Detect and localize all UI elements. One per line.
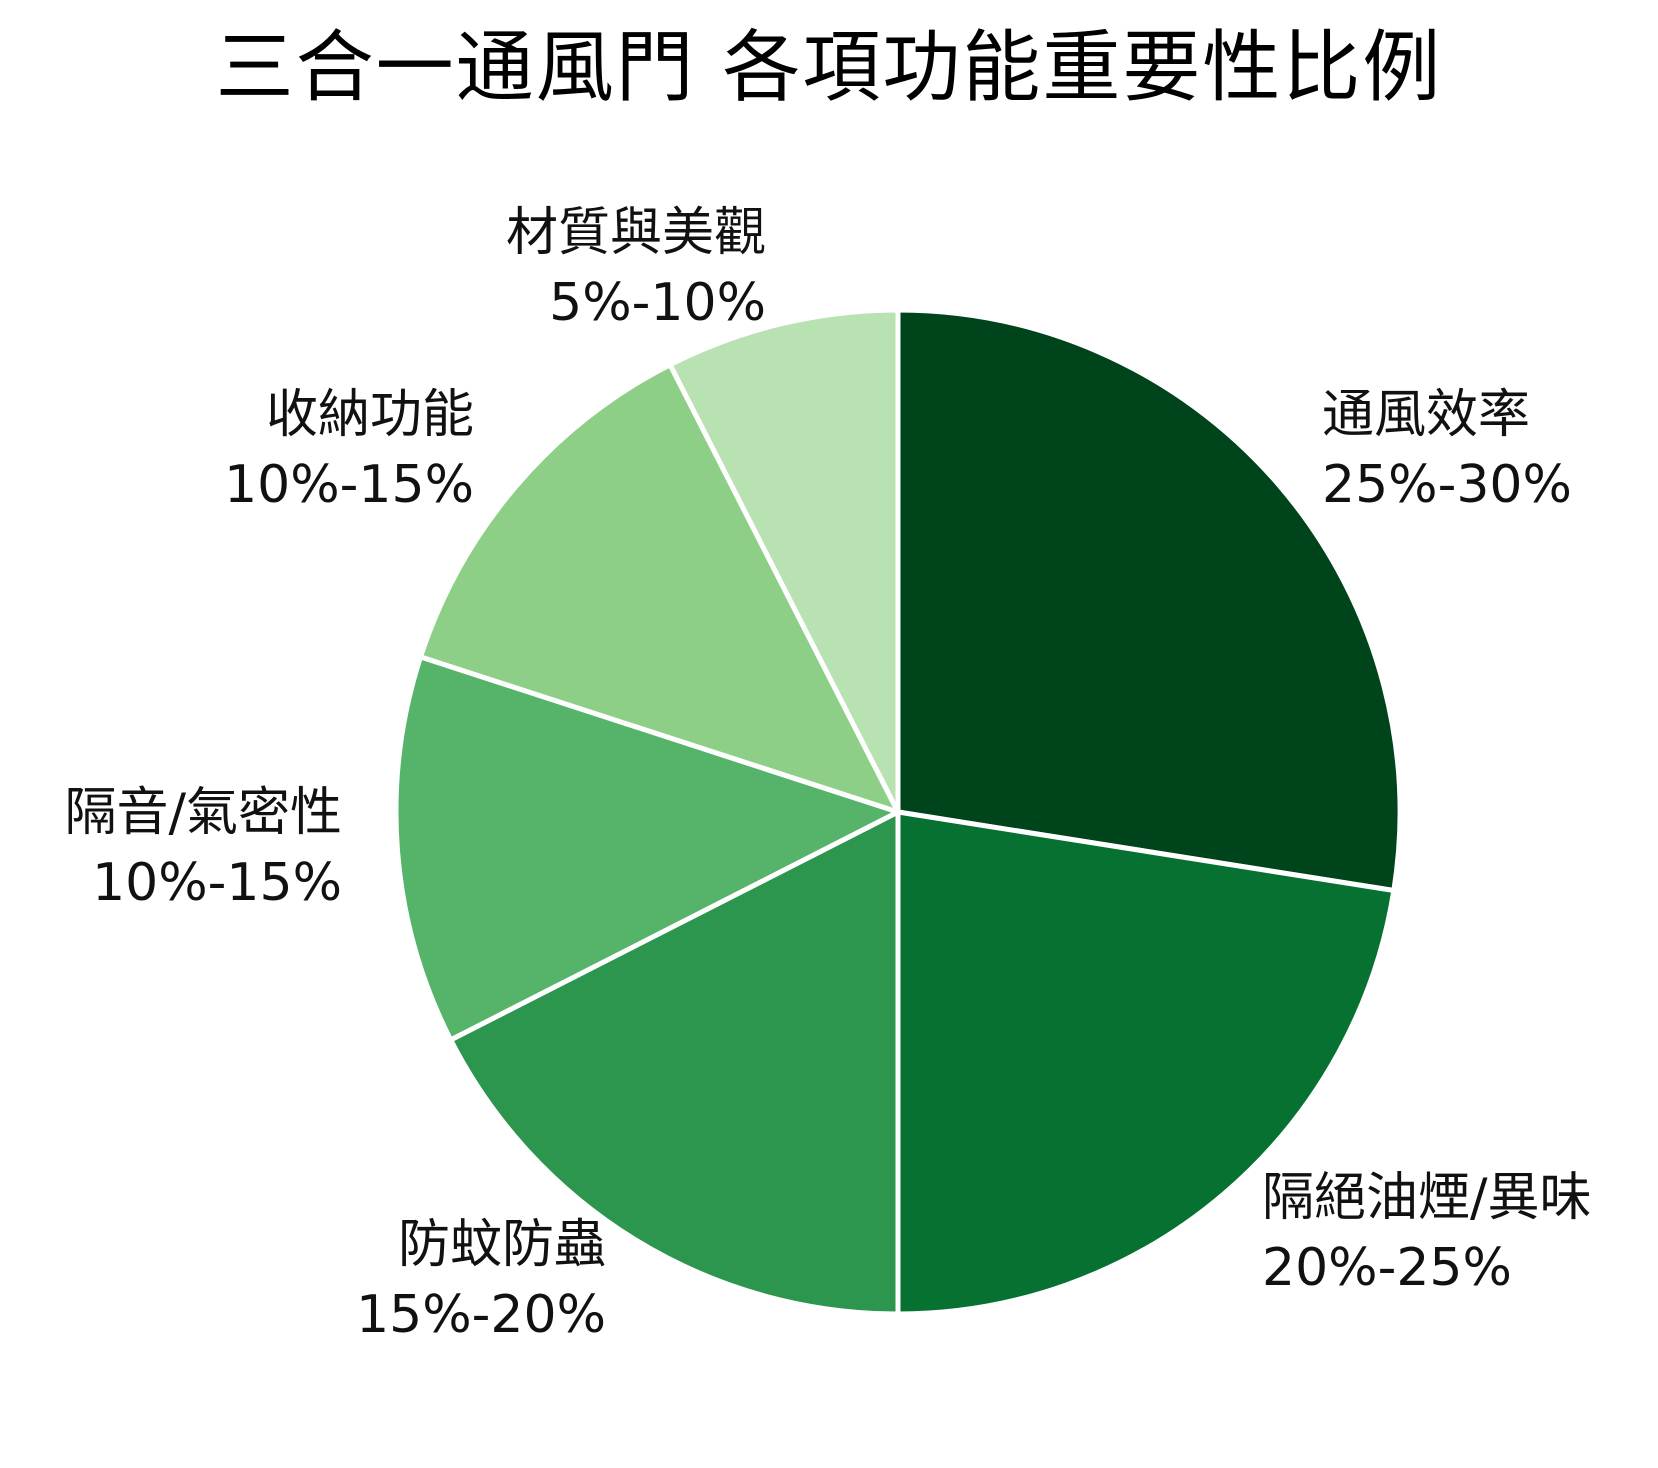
slice-name-label: 材質與美觀 — [506, 203, 766, 263]
pie-slice — [393, 654, 901, 1043]
slice-name-label: 隔絕油煙/異味 — [1262, 1168, 1592, 1228]
slice-name-label: 防蚊防蟲 — [398, 1215, 606, 1275]
pie-labels: 通風效率 25%-30% 隔絕油煙/異味 20%-25% 防蚊防蟲 15%-20% 隔音/氣… — [64, 203, 1591, 1345]
slice-label: 防蚊防蟲 15%-20% — [356, 1215, 606, 1345]
slice-name-label: 通風效率 — [1322, 385, 1530, 445]
pie-slice — [895, 809, 1397, 1317]
pie-slice — [667, 307, 901, 815]
slice-label: 隔音/氣密性 10%-15% — [64, 783, 342, 913]
slice-value-label: 10%-15% — [224, 455, 474, 515]
slice-name-label: 隔音/氣密性 — [64, 783, 342, 843]
pie-slice — [448, 809, 901, 1317]
pie-slice — [895, 307, 1403, 894]
slice-value-label: 15%-20% — [356, 1285, 606, 1345]
chart-title: 三合一通風門 各項功能重要性比例 — [215, 23, 1443, 113]
slice-value-label: 5%-10% — [549, 273, 766, 333]
slice-value-label: 10%-15% — [92, 853, 342, 913]
slice-value-label: 20%-25% — [1262, 1238, 1512, 1298]
pie-slices — [393, 307, 1403, 1317]
slice-label: 收納功能 10%-15% — [224, 385, 474, 515]
slice-label: 隔絕油煙/異味 20%-25% — [1262, 1168, 1592, 1298]
slice-label: 材質與美觀 5%-10% — [506, 203, 766, 333]
pie-slice — [418, 362, 901, 815]
slice-name-label: 收納功能 — [266, 385, 474, 445]
slice-value-label: 25%-30% — [1322, 455, 1572, 515]
slice-label: 通風效率 25%-30% — [1322, 385, 1572, 515]
